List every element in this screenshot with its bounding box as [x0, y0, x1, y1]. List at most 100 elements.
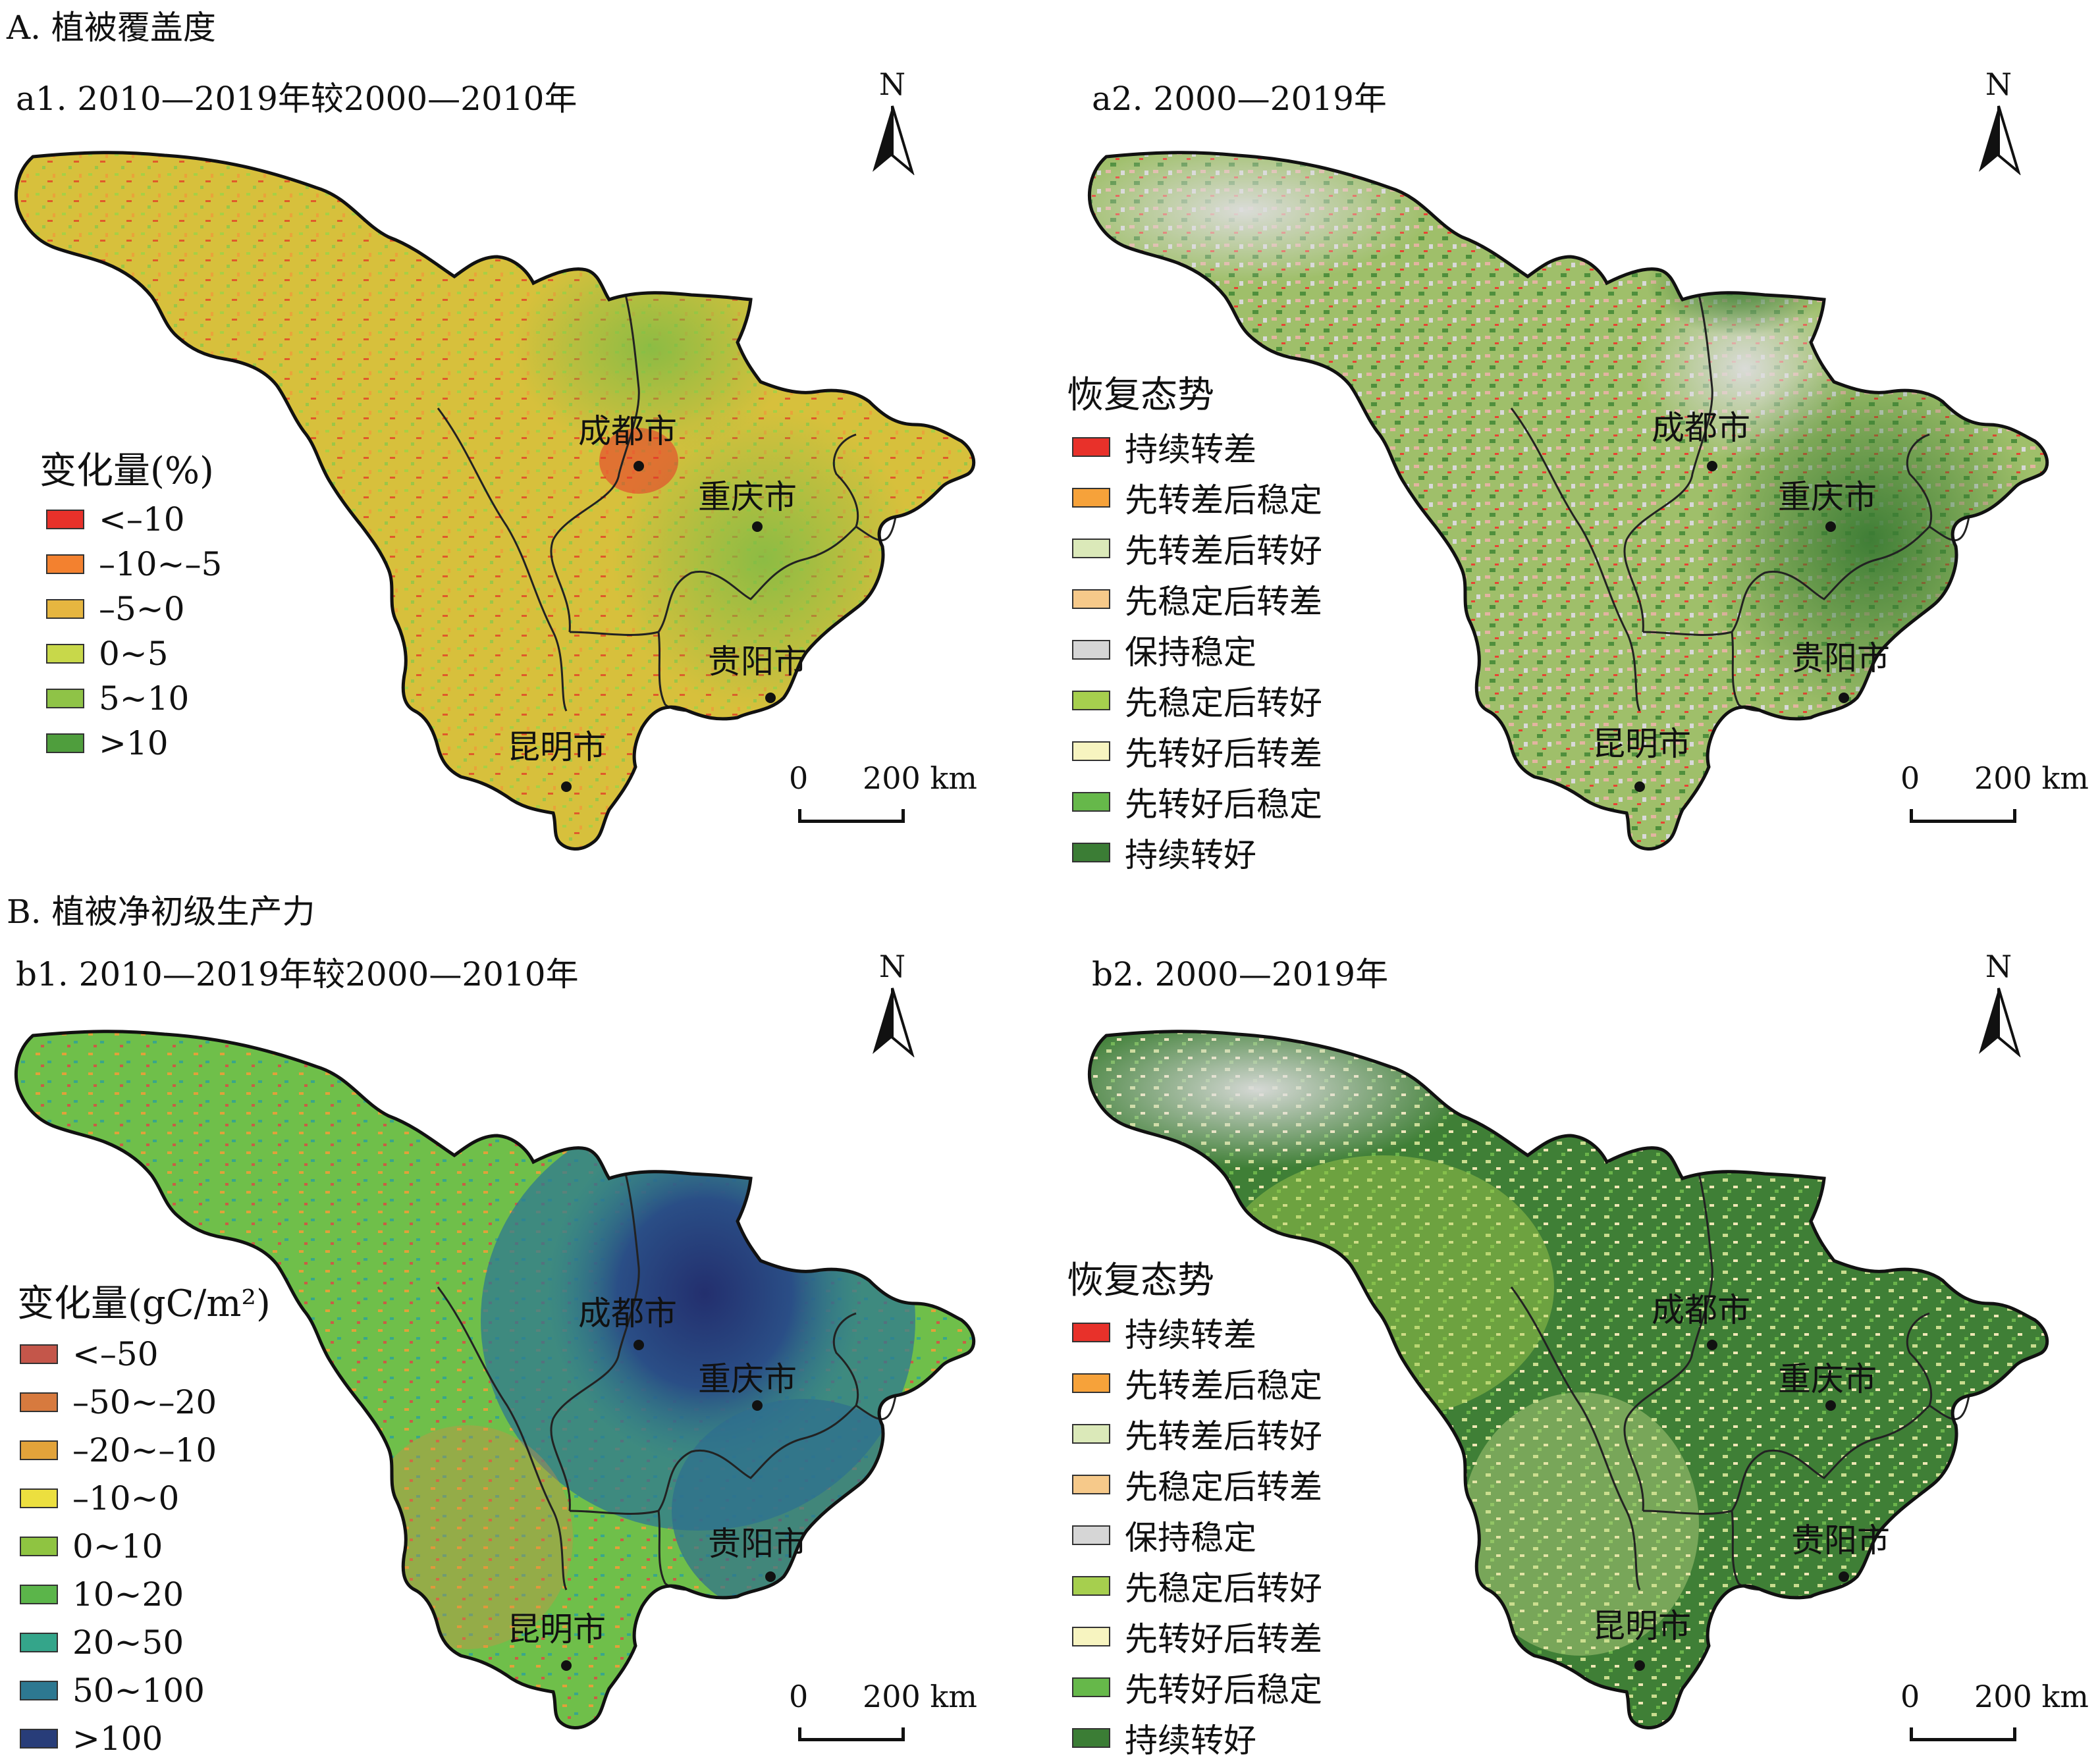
- legend-label: 先转好后转差: [1125, 734, 1322, 773]
- legend-item: 持续转差: [1072, 1307, 1322, 1357]
- legend-swatch: [20, 1440, 58, 1460]
- scale-bar: 0 200 km: [1900, 760, 2089, 833]
- legend-label: <–10: [99, 500, 185, 539]
- legend-swatch: [1072, 690, 1110, 710]
- legend-swatch: [1072, 1525, 1110, 1545]
- city-dot-kunming: [561, 1660, 572, 1671]
- scale-end: 200 km: [1974, 1679, 2089, 1714]
- legend-swatch: [20, 1680, 58, 1700]
- legend-swatch: [20, 1584, 58, 1604]
- legend-swatch: [1072, 1575, 1110, 1596]
- legend-swatch: [1072, 436, 1110, 457]
- legend-label: 0~10: [72, 1527, 163, 1566]
- scale-end: 200 km: [1974, 760, 2089, 796]
- city-label-chongqing: 重庆市: [698, 1360, 797, 1398]
- legend-label: –50~–20: [72, 1382, 217, 1421]
- map-a2: [1080, 132, 2068, 869]
- legend-label: 先稳定后转差: [1125, 1467, 1322, 1506]
- legend-label: 5~10: [99, 679, 190, 718]
- legend-a1-title: 变化量(%): [40, 450, 214, 492]
- city-label-chengdu: 成都市: [1652, 409, 1750, 447]
- legend-b2-title: 恢复态势: [1067, 1259, 1214, 1302]
- legend-label: 先转差后稳定: [1125, 1366, 1322, 1405]
- city-label-guiyang: 贵阳市: [1791, 1521, 1890, 1560]
- north-label: N: [1985, 66, 2012, 102]
- legend-label: 先转好后转差: [1125, 1619, 1322, 1658]
- legend-item: 保持稳定: [1072, 1510, 1322, 1560]
- scale-zero: 0: [1900, 760, 1920, 796]
- legend-swatch: [1072, 487, 1110, 508]
- city-dot-kunming: [561, 781, 572, 792]
- legend-item: –10~–5: [46, 542, 222, 587]
- legend-label: –10~–5: [99, 545, 223, 583]
- city-label-guiyang: 贵阳市: [708, 1525, 807, 1563]
- legend-item: 50~100: [20, 1666, 217, 1714]
- city-label-chengdu: 成都市: [1652, 1291, 1750, 1329]
- legend-item: 0~10: [20, 1522, 217, 1570]
- city-label-kunming: 昆明市: [507, 1610, 606, 1648]
- section-b-title: B. 植被净初级生产力: [7, 893, 315, 931]
- legend-label: 20~50: [72, 1623, 184, 1662]
- city-dot-chongqing: [752, 521, 763, 532]
- legend-item: 先稳定后转好: [1072, 675, 1322, 725]
- legend-item: 20~50: [20, 1618, 217, 1666]
- city-dot-kunming: [1634, 781, 1645, 792]
- legend-swatch: [1072, 741, 1110, 761]
- legend-item: 先转好后转差: [1072, 1611, 1322, 1662]
- panel-b2-title: b2. 2000—2019年: [1092, 955, 1389, 993]
- legend-item: 先稳定后转差: [1072, 1459, 1322, 1510]
- legend-swatch: [1072, 538, 1110, 558]
- city-label-chongqing: 重庆市: [1778, 478, 1877, 516]
- north-arrow: N: [866, 948, 919, 1060]
- section-a-title: A. 植被覆盖度: [7, 9, 216, 47]
- legend-label: 持续转好: [1125, 1721, 1256, 1760]
- north-arrow: N: [1972, 948, 2025, 1060]
- legend-label: –5~0: [99, 590, 185, 628]
- city-label-kunming: 昆明市: [507, 728, 606, 766]
- city-label-chengdu: 成都市: [578, 412, 677, 450]
- legend-item: <–50: [20, 1330, 217, 1378]
- scale-zero: 0: [789, 1679, 809, 1714]
- legend-swatch: [1072, 791, 1110, 812]
- legend-swatch: [1072, 1677, 1110, 1697]
- legend-label: –10~0: [72, 1479, 180, 1517]
- north-arrow-icon: [873, 987, 915, 1058]
- north-label: N: [878, 66, 906, 102]
- legend-item: 持续转好: [1072, 1712, 1322, 1763]
- scale-zero: 0: [789, 760, 809, 796]
- legend-item: 持续转差: [1072, 421, 1322, 472]
- legend-swatch: [1072, 639, 1110, 660]
- legend-swatch: [1072, 1727, 1110, 1748]
- city-dot-chongqing: [1825, 521, 1836, 532]
- legend-label: 先转好后稳定: [1125, 785, 1322, 824]
- city-dot-kunming: [1634, 1660, 1645, 1671]
- legend-b1-title: 变化量(gC/m²): [17, 1282, 271, 1325]
- legend-item: –5~0: [46, 587, 222, 631]
- legend-item: >100: [20, 1714, 217, 1762]
- panel-b1-title: b1. 2010—2019年较2000—2010年: [16, 955, 579, 993]
- legend-swatch: [46, 510, 84, 529]
- city-dot-guiyang: [765, 1571, 776, 1582]
- legend-item: 先转好后转差: [1072, 725, 1322, 776]
- city-label-guiyang: 贵阳市: [1791, 639, 1890, 677]
- legend-b2: 持续转差 先转差后稳定 先转差后转好 先稳定后转差 保持稳定 先稳定后转好 先转好后转差 先转…: [1072, 1307, 1322, 1763]
- legend-b1: <–50 –50~–20 –20~–10 –10~0 0~10 10~20 20~50 50~…: [20, 1330, 217, 1762]
- legend-swatch: [46, 733, 84, 753]
- legend-item: 先转差后转好: [1072, 523, 1322, 573]
- legend-label: 先转差后转好: [1125, 1417, 1322, 1456]
- north-label: N: [1985, 949, 2012, 984]
- legend-a2: 持续转差 先转差后稳定 先转差后转好 先稳定后转差 保持稳定 先稳定后转好 先转好后转差 先转…: [1072, 421, 1322, 878]
- legend-item: 先转差后稳定: [1072, 1357, 1322, 1408]
- legend-item: 先转差后稳定: [1072, 472, 1322, 523]
- north-arrow-icon: [873, 105, 915, 176]
- scale-end: 200 km: [863, 1679, 977, 1714]
- legend-label: 先转差后稳定: [1125, 481, 1322, 519]
- scale-bar: 0 200 km: [789, 1679, 977, 1751]
- city-label-chengdu: 成都市: [578, 1294, 677, 1332]
- legend-item: –10~0: [20, 1474, 217, 1522]
- legend-label: 先转差后转好: [1125, 531, 1322, 570]
- legend-label: 先稳定后转好: [1125, 1569, 1322, 1608]
- legend-swatch: [1072, 589, 1110, 609]
- panel-a2-title: a2. 2000—2019年: [1092, 80, 1387, 118]
- legend-label: 保持稳定: [1125, 633, 1256, 671]
